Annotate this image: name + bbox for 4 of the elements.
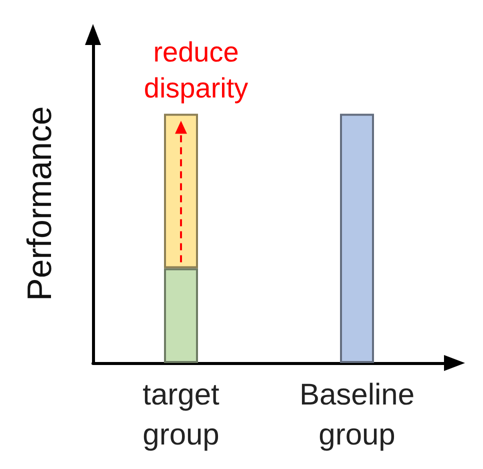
- y-axis-title: Performance: [21, 106, 59, 301]
- x-tick-label: target group: [142, 378, 220, 452]
- text: reduce disparity: [144, 36, 248, 104]
- x-tick-label: Baseline group: [299, 378, 415, 452]
